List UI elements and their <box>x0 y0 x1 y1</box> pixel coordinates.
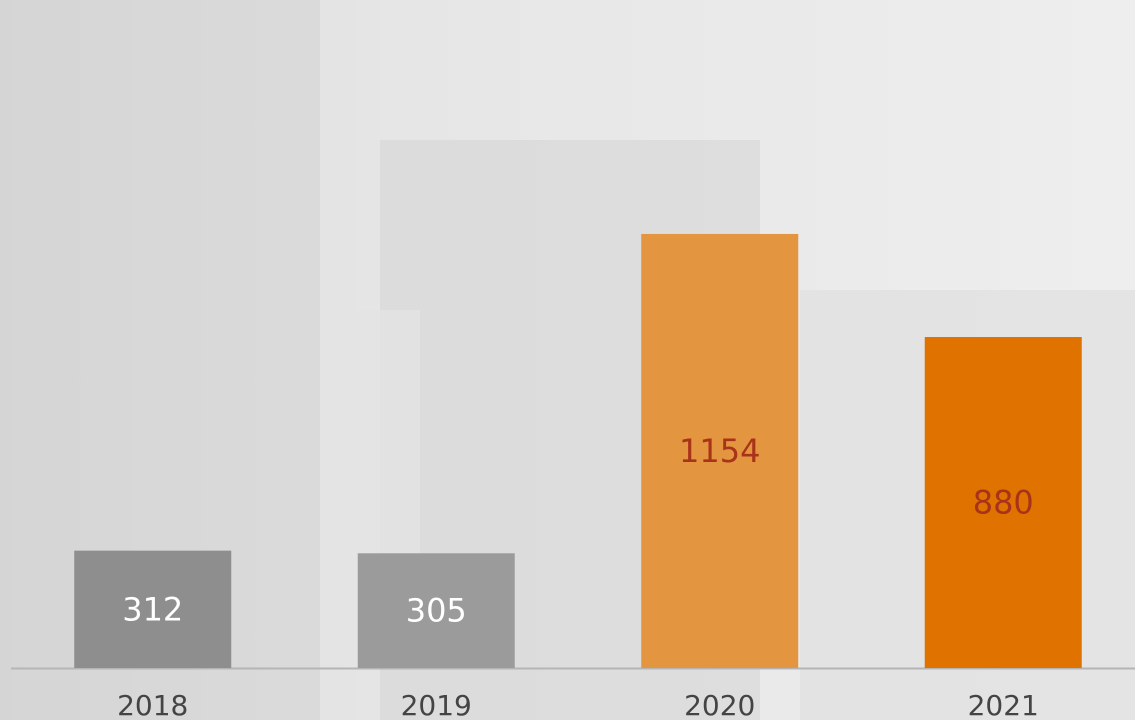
value-label: 1154 <box>679 432 760 470</box>
value-label: 312 <box>122 590 183 628</box>
value-label: 305 <box>406 592 467 630</box>
value-label: 880 <box>973 484 1034 522</box>
chart: 312 2018 305 2019 1154 2020 880 2021 <box>0 0 1135 720</box>
x-tick-label: 2021 <box>968 689 1039 720</box>
x-tick-label: 2020 <box>684 689 755 720</box>
x-tick-label: 2019 <box>401 689 472 720</box>
x-tick-label: 2018 <box>117 689 188 720</box>
